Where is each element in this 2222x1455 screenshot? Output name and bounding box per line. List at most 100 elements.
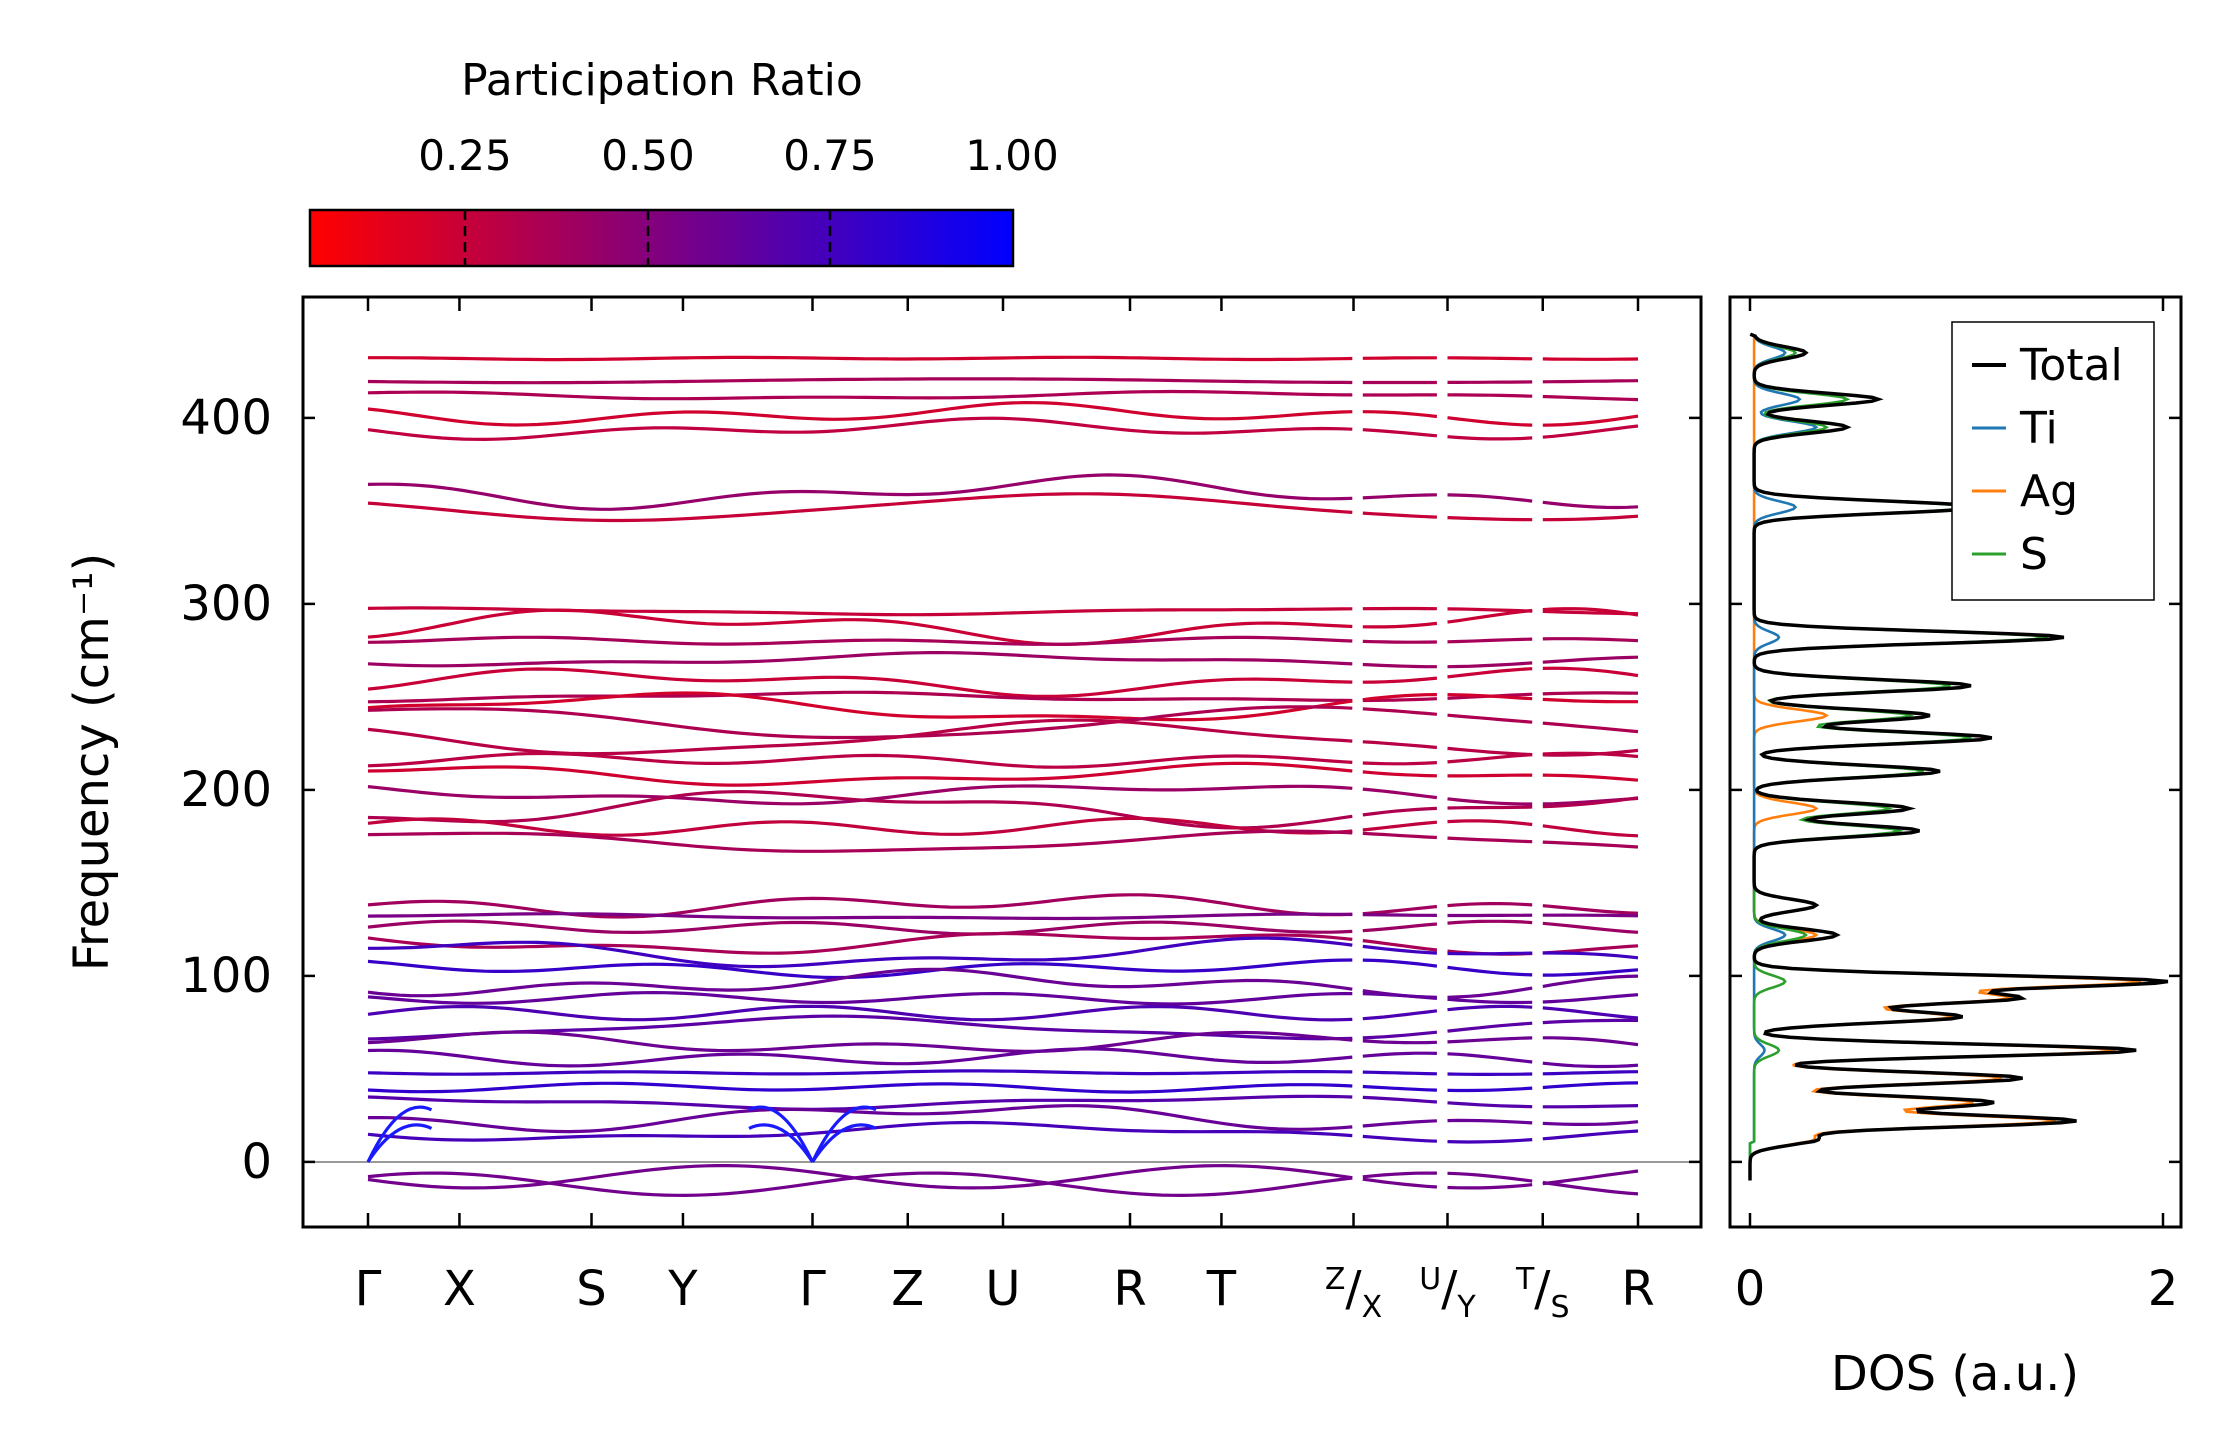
phonon-band-line — [367, 400, 1353, 427]
y-tick-label: 100 — [180, 948, 272, 1004]
phonon-band-line — [1362, 787, 1438, 800]
phonon-band-line — [1542, 1180, 1639, 1196]
phonon-band-line — [367, 1014, 1353, 1041]
legend-label-ag: Ag — [2020, 466, 2078, 517]
phonon-band-line — [1542, 913, 1639, 918]
phonon-band-line — [1447, 667, 1533, 679]
y-tick-label: 200 — [180, 762, 272, 818]
phonon-band-line — [1362, 831, 1437, 840]
phonon-band-line — [1447, 416, 1533, 427]
phonon-band-line — [1542, 637, 1639, 643]
phonon-band-line — [1542, 1006, 1639, 1020]
high-symmetry-label: Γ — [799, 1261, 826, 1317]
phonon-band-line — [1542, 1120, 1639, 1126]
phonon-band-line — [1542, 424, 1639, 439]
phonon-band-line — [1447, 965, 1533, 977]
phonon-band-line — [367, 492, 1353, 523]
phonon-band-line — [367, 912, 1353, 921]
phonon-band-line — [367, 1069, 1353, 1076]
phonon-band-line — [1362, 621, 1438, 629]
band-plot-frame — [301, 295, 1703, 1229]
phonon-band-line — [1542, 607, 1639, 617]
dos-x-tick-label: 0 — [1735, 1261, 1766, 1317]
phonon-band-line — [1447, 773, 1533, 778]
phonon-band-line — [1542, 414, 1639, 427]
phonon-band-line — [1362, 410, 1438, 419]
phonon-band-line — [1362, 639, 1437, 644]
phonon-band-line — [1447, 753, 1533, 764]
colorbar-gradient — [308, 208, 1015, 268]
phonon-band-line — [1542, 1070, 1639, 1076]
phonon-band-line — [1362, 904, 1438, 916]
colorbar-tick-marks — [463, 210, 832, 266]
phonon-band-line — [1362, 1070, 1437, 1076]
phonon-band-line — [368, 1104, 1353, 1134]
phonon-band-line — [1362, 913, 1437, 917]
acoustic-branch-line — [748, 1123, 814, 1163]
phonon-band-line — [1542, 1104, 1639, 1109]
phonon-band-line — [1362, 707, 1438, 716]
phonon-band-line — [368, 936, 1353, 969]
phonon-band-line — [1447, 1021, 1533, 1033]
phonon-band-line — [1447, 902, 1533, 908]
phonon-band-line — [367, 1047, 1353, 1068]
phonon-band-line — [1542, 1129, 1639, 1141]
phonon-band-line — [1362, 662, 1437, 669]
phonon-band-line — [1447, 693, 1533, 701]
phonon-band-line — [1362, 944, 1437, 955]
phonon-band-line — [1542, 1169, 1639, 1186]
phonon-band-line — [367, 608, 1353, 647]
phonon-band-line — [1447, 797, 1533, 806]
phonon-band-line — [1447, 1004, 1533, 1012]
phonon-band-line — [1362, 740, 1438, 750]
colorbar-tick-label: 0.50 — [601, 131, 695, 180]
phonon-band-line — [1362, 1009, 1438, 1021]
phonon-band-line — [1447, 986, 1533, 999]
phonon-band-line — [1447, 819, 1533, 827]
legend-label-s: S — [2020, 529, 2048, 580]
phonon-band-line — [1447, 661, 1533, 669]
phonon-band-line — [1542, 721, 1639, 734]
high-symmetry-label: R — [1621, 1261, 1654, 1317]
phonon-band-line — [1362, 493, 1437, 500]
phonon-band-line — [1447, 493, 1533, 503]
phonon-band-line — [1362, 693, 1437, 702]
y-tick-labels: 0 100 200 300 400 — [180, 390, 272, 1190]
phonon-bands — [366, 355, 1639, 1198]
phonon-band-line — [1542, 824, 1639, 838]
dos-panel: 0 2 DOS (a.u.) Total Ti Ag S — [1728, 295, 2183, 1402]
high-symmetry-label: Z/X — [1325, 1261, 1382, 1325]
phonon-band-line — [1542, 691, 1639, 696]
phonon-band-line — [1542, 751, 1639, 759]
acoustic-branch-line — [811, 1123, 877, 1163]
dos-x-axis-label: DOS (a.u.) — [1831, 1346, 2079, 1402]
acoustic-branch-line — [748, 1105, 814, 1163]
dos-plot-frame — [1728, 295, 2183, 1229]
phonon-band-line — [1447, 637, 1533, 644]
phonon-band-line — [1542, 1081, 1639, 1090]
phonon-band-line — [367, 919, 1353, 936]
phonon-band-line — [1447, 435, 1533, 441]
phonon-band-line — [1542, 974, 1639, 988]
high-symmetry-label: Z — [891, 1261, 924, 1317]
phonon-band-line — [1447, 951, 1533, 956]
phonon-band-line — [1447, 713, 1533, 724]
phonon-band-line — [367, 473, 1353, 511]
phonon-band-line — [367, 705, 1353, 740]
phonon-band-line — [1542, 394, 1639, 402]
high-symmetry-label: Γ — [355, 1261, 382, 1317]
phonon-band-line — [1362, 806, 1437, 817]
high-symmetry-label: X — [443, 1261, 476, 1317]
phonon-band-line — [1542, 379, 1639, 384]
legend-label-ti: Ti — [2019, 403, 2058, 454]
phonon-band-line — [1447, 356, 1533, 361]
phonon-band-line — [1542, 1061, 1639, 1069]
high-symmetry-label: T/S — [1515, 1261, 1570, 1325]
phonon-band-line — [1542, 655, 1639, 664]
phonon-band-line — [1447, 746, 1533, 757]
phonon-band-line — [367, 931, 1353, 955]
phonon-band-line — [1542, 796, 1639, 809]
phonon-band-line — [1362, 1119, 1437, 1128]
acoustic-branch-line — [366, 1105, 433, 1163]
phonon-band-line — [367, 635, 1353, 646]
